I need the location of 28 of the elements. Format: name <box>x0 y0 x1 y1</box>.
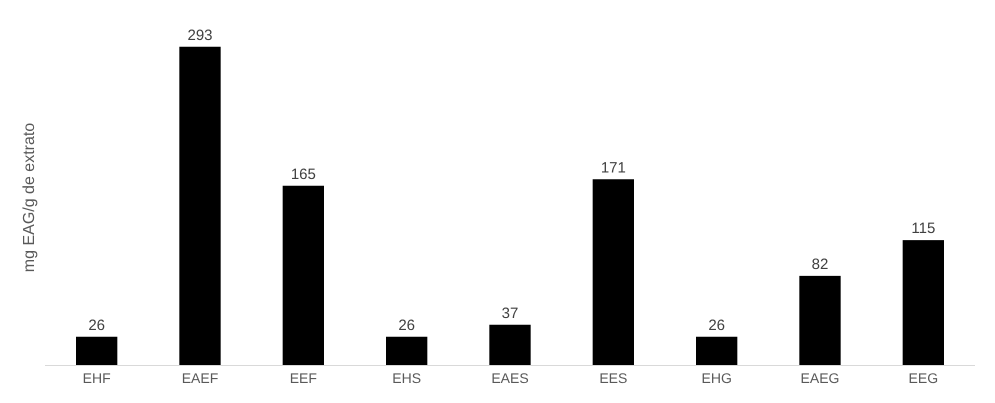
data-label: 26 <box>88 316 106 334</box>
x-tick-label: EEG <box>908 370 938 386</box>
bar <box>179 46 221 365</box>
bar <box>902 240 944 365</box>
x-tick-label: EAES <box>491 370 529 386</box>
data-label: 82 <box>812 256 828 273</box>
y-axis-title: mg EAG/g de extrato <box>20 122 38 272</box>
bar <box>696 336 738 365</box>
x-tick-label: EHS <box>392 370 422 386</box>
bar <box>76 336 118 365</box>
x-tick-label: EES <box>599 370 628 386</box>
data-label: 115 <box>911 220 936 238</box>
data-label: 26 <box>708 316 726 334</box>
bar <box>592 179 634 365</box>
bar <box>799 276 841 365</box>
data-label: 26 <box>398 316 416 334</box>
x-tick-label: EHF <box>82 370 111 386</box>
data-label: 165 <box>290 166 316 183</box>
x-tick-label: EEF <box>290 370 317 386</box>
data-label: 293 <box>187 26 213 44</box>
bar <box>386 336 428 365</box>
x-tick-label: EAEG <box>800 370 840 386</box>
x-tick-label: EAEF <box>182 370 218 386</box>
bar <box>489 324 531 365</box>
x-tick-label: EHG <box>702 370 732 386</box>
data-label: 37 <box>502 304 518 322</box>
data-label: 171 <box>600 159 626 176</box>
bar <box>282 186 324 365</box>
